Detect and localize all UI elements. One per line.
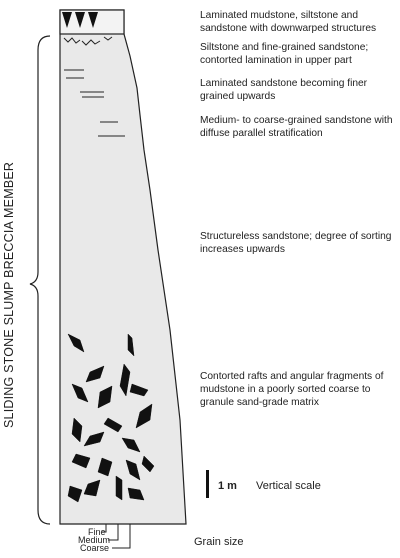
facies-label-medium-coarse-sandstone: Medium- to coarse-grained sandstone with… [200,115,393,139]
scale-label: Vertical scale [256,480,321,492]
grain-size-title: Grain size [194,536,244,548]
facies-label-siltstone: Siltstone and fine-grained sandstone; co… [200,42,369,66]
facies-label-structureless-sandstone: Structureless sandstone; degree of sorti… [200,231,392,255]
scale-length: 1 m [218,480,237,492]
grain-size-scale [102,524,131,549]
facies-label-contorted-rafts: Contorted rafts and angular fragments of… [200,371,384,408]
vertical-scale-bar [206,470,209,498]
downwarped-structures [62,12,98,28]
member-brace [29,35,51,525]
facies-label-laminated-mudstone: Laminated mudstone, siltstone and sandst… [200,10,377,34]
grain-size-fine: Fine [88,527,106,537]
contorted-lamination [63,36,113,46]
lamination-lines [64,69,125,137]
mudstone-clasts [67,333,155,503]
grain-size-coarse: Coarse [80,543,110,553]
grain-size-medium: Medium [78,535,111,545]
facies-label-laminated-sandstone: Laminated sandstone becoming finer grain… [200,78,368,102]
sedimentary-column [59,9,187,525]
